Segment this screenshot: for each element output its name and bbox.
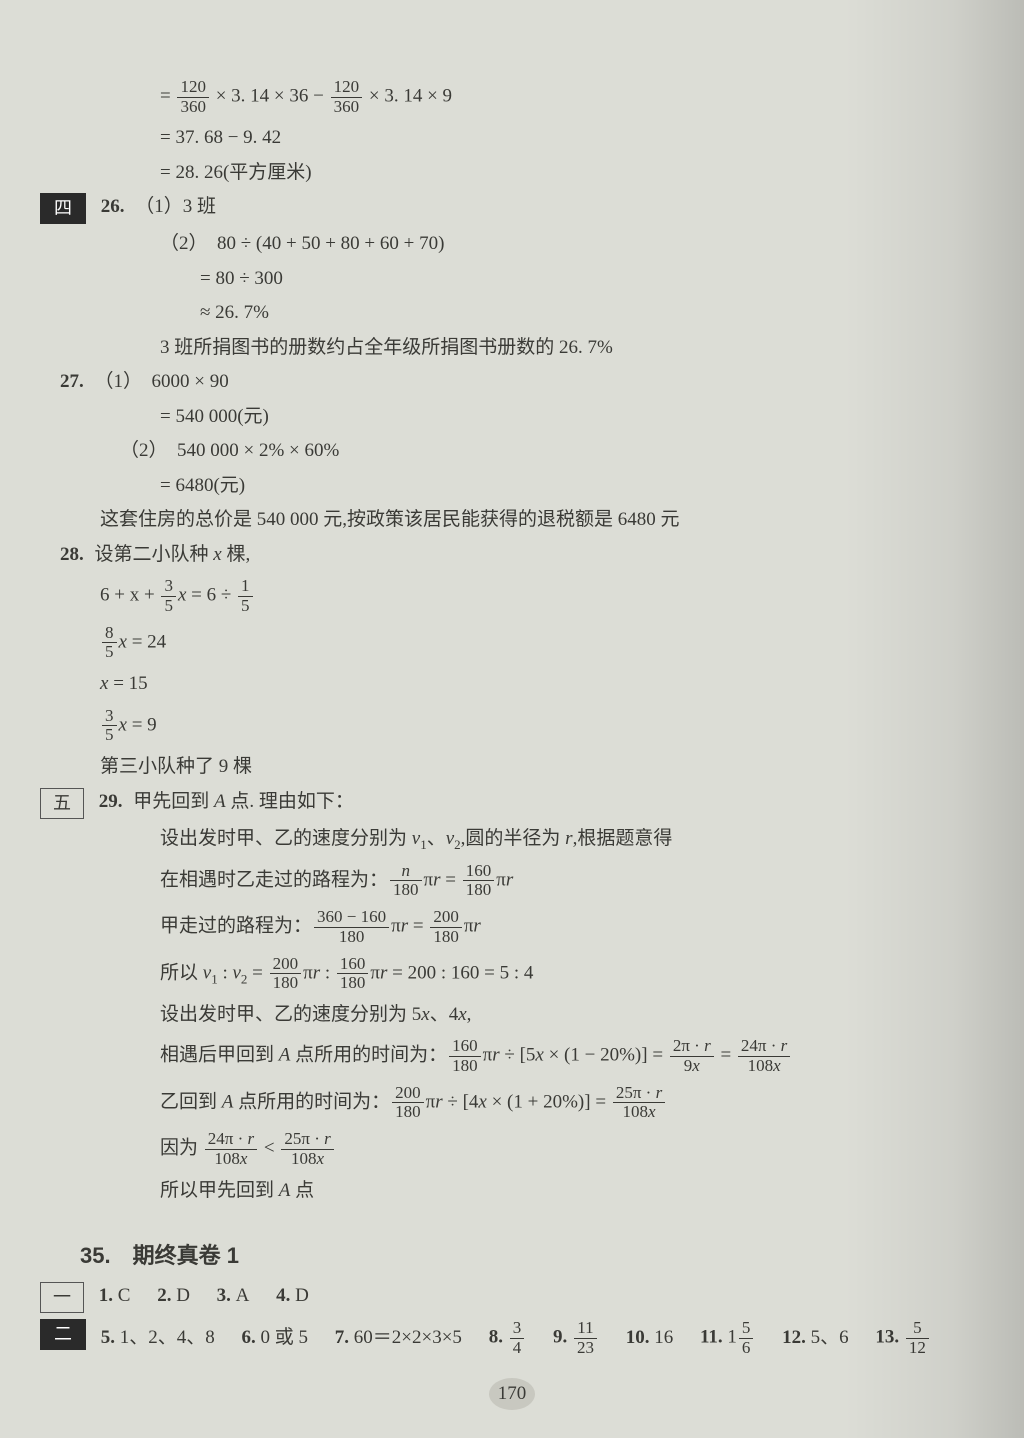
answer-line: 所以甲先回到 A 点: [100, 1177, 964, 1206]
answer-line: （2） 540 000 × 2% × 60%: [100, 437, 964, 466]
equation-line: 35x = 9: [100, 707, 964, 745]
answers-row-1: 一 1. C 2. D 3. A 4. D: [40, 1282, 964, 1313]
section-title: 35. 期终真卷 1: [80, 1239, 964, 1272]
equation-line: 所以 v1 : v2 = 200180πr : 160180πr = 200 :…: [100, 955, 964, 993]
calc-line: = 120360 × 3. 14 × 36 − 120360 × 3. 14 ×…: [100, 78, 964, 116]
answer-line: ≈ 26. 7%: [100, 299, 964, 328]
question-number: 29.: [99, 791, 123, 812]
equation-line: 相遇后甲回到 A 点所用的时间为：160180πr ÷ [5x × (1 − 2…: [100, 1037, 964, 1075]
answer-line: 设出发时甲、乙的速度分别为 v1、v2,圆的半径为 r,根据题意得: [100, 825, 964, 854]
equation-line: 因为 24π · r108x < 25π · r108x: [100, 1130, 964, 1168]
answer-line: 甲先回到 A 点. 理由如下：: [133, 791, 354, 812]
answer-line: = 80 ÷ 300: [100, 265, 964, 294]
answer-line: = 6480(元): [100, 472, 964, 501]
calc-line: = 28. 26(平方厘米): [100, 159, 964, 188]
answer-line: （1） 6000 × 90: [95, 371, 229, 392]
section-label-2: 二: [40, 1319, 86, 1350]
question-26: 四 26. （1）3 班: [40, 193, 964, 224]
page-number: 170: [0, 1378, 1024, 1410]
answer-line: （2） 80 ÷ (40 + 50 + 80 + 60 + 70): [100, 230, 964, 259]
question-28: 28. 设第二小队种 x 棵,: [60, 541, 964, 570]
equation-line: 乙回到 A 点所用的时间为：200180πr ÷ [4x × (1 + 20%)…: [100, 1084, 964, 1122]
calc-line: = 37. 68 − 9. 42: [100, 124, 964, 153]
answers-row-2: 二 5. 1、2、4、8 6. 0 或 5 7. 60＝2×2×3×5 8. 3…: [40, 1319, 964, 1357]
page-content: = 120360 × 3. 14 × 36 − 120360 × 3. 14 ×…: [40, 78, 984, 1357]
section-label-1: 一: [40, 1282, 84, 1313]
equation-line: 在相遇时乙走过的路程为：n180πr = 160180πr: [100, 862, 964, 900]
section-label-5: 五: [40, 788, 84, 819]
question-29: 五 29. 甲先回到 A 点. 理由如下：: [40, 788, 964, 819]
question-number: 27.: [60, 371, 84, 392]
question-27: 27. （1） 6000 × 90: [60, 368, 964, 397]
answer-line: 这套住房的总价是 540 000 元,按政策该居民能获得的退税额是 6480 元: [100, 506, 964, 535]
answer-line: 设出发时甲、乙的速度分别为 5x、4x,: [100, 1001, 964, 1030]
equation-line: 甲走过的路程为：360 − 160180πr = 200180πr: [100, 908, 964, 946]
answer-line: = 540 000(元): [100, 403, 964, 432]
question-number: 28.: [60, 544, 84, 565]
answer-line: 3 班所捐图书的册数约占全年级所捐图书册数的 26. 7%: [100, 334, 964, 363]
equation-line: 6 + x + 35x = 6 ÷ 15: [100, 577, 964, 615]
answer-line: 设第二小队种 x 棵,: [95, 544, 251, 565]
section-label-4: 四: [40, 193, 86, 224]
answer-line: 第三小队种了 9 棵: [100, 753, 964, 782]
equation-line: x = 15: [100, 670, 964, 699]
question-number: 26.: [101, 196, 125, 217]
answer-text: （1）3 班: [135, 196, 216, 217]
equation-line: 85x = 24: [100, 624, 964, 662]
